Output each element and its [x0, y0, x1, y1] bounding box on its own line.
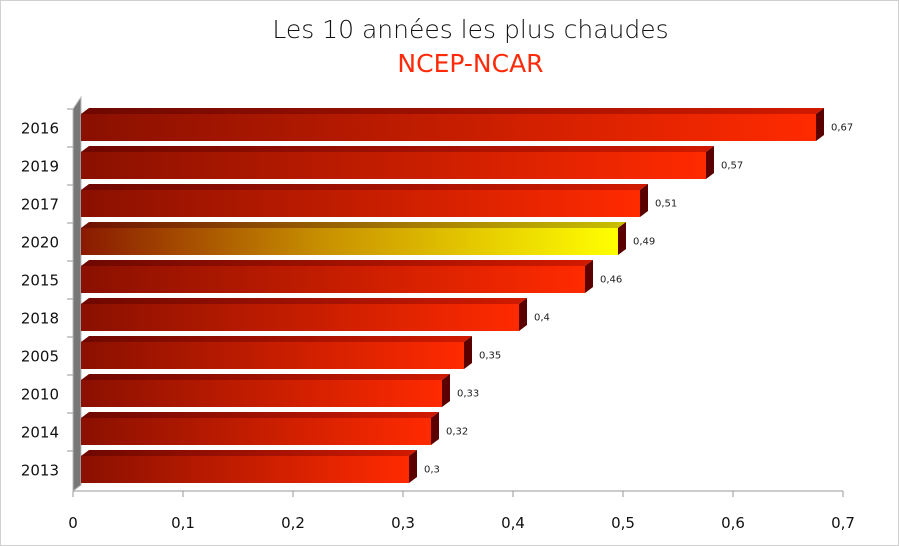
bar-side: [431, 412, 439, 445]
x-tick-label: 0,1: [171, 514, 195, 532]
bar-top: [81, 336, 472, 342]
bar-top: [81, 184, 648, 190]
data-label: 0,33: [457, 389, 479, 400]
bar-side: [640, 184, 648, 217]
bar-top: [81, 222, 626, 228]
bar-2017: [81, 190, 640, 217]
y-tick-label: 2014: [21, 424, 59, 442]
bar-top: [81, 412, 439, 418]
x-tick-label: 0,5: [611, 514, 635, 532]
data-label: 0,67: [831, 123, 853, 134]
y-tick-label: 2016: [21, 120, 59, 138]
bar-2016: [81, 114, 816, 141]
bar-side: [464, 336, 472, 369]
data-label: 0,46: [600, 275, 622, 286]
y-tick-label: 2013: [21, 462, 59, 480]
bar-2014: [81, 418, 431, 445]
bar-side: [706, 146, 714, 179]
bar-top: [81, 450, 417, 456]
x-tick-label: 0,4: [501, 514, 525, 532]
bar-2015: [81, 266, 585, 293]
bar-side: [618, 222, 626, 255]
bar-2020: [81, 228, 618, 255]
x-tick-label: 0: [68, 514, 78, 532]
y-tick-label: 2015: [21, 272, 59, 290]
bar-top: [81, 146, 714, 152]
bar-top: [81, 374, 450, 380]
x-tick-label: 0,7: [831, 514, 855, 532]
x-tick-label: 0,6: [721, 514, 745, 532]
bar-2010: [81, 380, 442, 407]
x-tick-label: 0,2: [281, 514, 305, 532]
bar-top: [81, 298, 527, 304]
y-tick-label: 2020: [21, 234, 59, 252]
chart-title: Les 10 années les plus chaudes: [272, 15, 669, 44]
bar-side: [442, 374, 450, 407]
bar-top: [81, 108, 824, 114]
data-label: 0,51: [655, 199, 677, 210]
data-label: 0,49: [633, 237, 655, 248]
bar-side: [816, 108, 824, 141]
y-tick-label: 2010: [21, 386, 59, 404]
x-tick-label: 0,3: [391, 514, 415, 532]
bar-2013: [81, 456, 409, 483]
chart-subtitle: NCEP-NCAR: [397, 49, 544, 78]
data-label: 0,32: [446, 427, 468, 438]
bar-2018: [81, 304, 519, 331]
data-label: 0,4: [534, 313, 550, 324]
y-tick-label: 2017: [21, 196, 59, 214]
bar-side: [585, 260, 593, 293]
bar-side: [409, 450, 417, 483]
y-tick-label: 2019: [21, 158, 59, 176]
bar-2019: [81, 152, 706, 179]
data-label: 0,57: [721, 161, 743, 172]
bar-top: [81, 260, 593, 266]
y-tick-label: 2018: [21, 310, 59, 328]
bar-side: [519, 298, 527, 331]
y-tick-label: 2005: [21, 348, 59, 366]
back-wall: [72, 95, 82, 492]
data-label: 0,35: [479, 351, 501, 362]
bar-2005: [81, 342, 464, 369]
data-label: 0,3: [424, 465, 440, 476]
